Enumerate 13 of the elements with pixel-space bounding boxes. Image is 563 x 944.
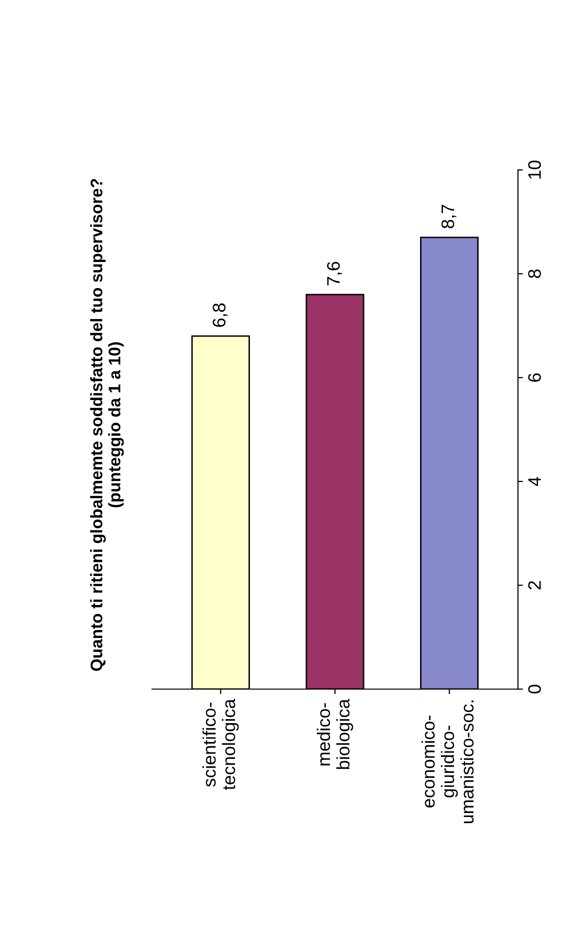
x-tick-label: medico- biologica [316,698,354,769]
x-tick-label: scientifico- tecnologica [202,698,239,790]
x-tick-label: economico- giuridico- umanistico-soc. [421,700,474,824]
y-tick-label: 0 [528,684,541,694]
y-tick-label: 4 [528,476,541,486]
y-tick-label: 6 [528,373,541,382]
data-label: 6,8 [212,303,228,327]
text: Quanto ti ritieni globalmemte soddisfatto del tuo supervisore? (punteggio da 1 a 10) [90,178,124,671]
y-tick-label: 8 [528,270,541,278]
y-tick-label: 2 [528,581,541,590]
data-label: 7,6 [327,262,342,286]
data-label: 8,7 [441,204,456,228]
y-tick-label: 10 [528,160,541,179]
